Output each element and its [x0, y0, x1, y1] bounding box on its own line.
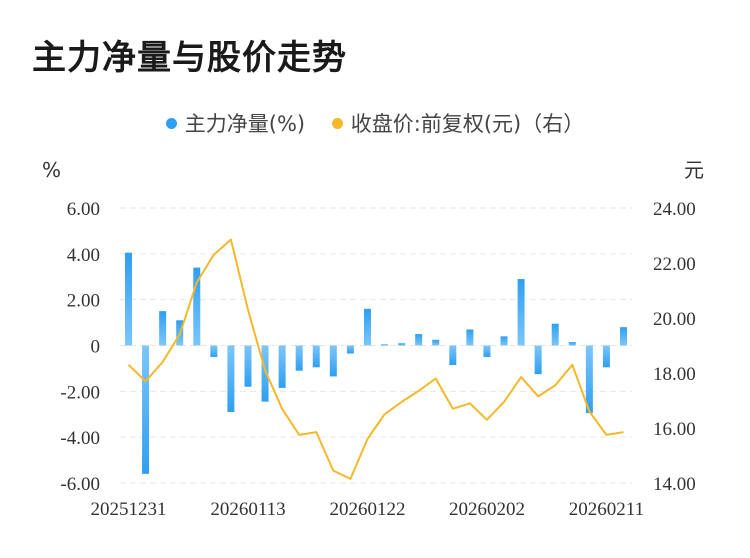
x-axis-ticks: 20251231 20260113 20260122 20260202 20260211	[91, 499, 645, 520]
left-tick-label: 6.00	[67, 199, 100, 220]
right-tick-label: 24.00	[653, 199, 696, 220]
x-tick-label: 20260211	[569, 499, 644, 520]
left-tick-label: 2.00	[67, 291, 100, 312]
bar-series	[125, 252, 627, 474]
bar	[142, 345, 150, 474]
x-tick-label: 20260202	[449, 499, 525, 520]
bar	[432, 339, 440, 346]
bar	[244, 345, 252, 387]
bar	[227, 345, 235, 412]
bar	[466, 329, 474, 346]
bar	[620, 327, 627, 346]
right-tick-label: 18.00	[653, 364, 696, 385]
right-axis-unit: 元	[684, 158, 704, 182]
bar	[398, 343, 406, 346]
x-tick-label: 20251231	[91, 499, 167, 520]
bar	[551, 323, 559, 346]
bar	[210, 345, 218, 357]
x-tick-label: 20260122	[329, 499, 405, 520]
line-series	[127, 238, 624, 480]
bar	[278, 345, 286, 388]
bar	[449, 345, 457, 365]
left-tick-label: -6.00	[60, 474, 100, 495]
chart-title: 主力净量与股价走势	[32, 38, 347, 78]
bar	[568, 342, 576, 346]
bar	[585, 345, 593, 414]
left-axis-ticks: 6.00 4.00 2.00 0 -2.00 -4.00 -6.00	[60, 199, 100, 495]
legend-item-close-price[interactable]: 收盘价:前复权(元)（右）	[331, 108, 585, 138]
bar	[346, 345, 354, 354]
x-tick-label: 20260113	[210, 499, 285, 520]
left-axis-unit: %	[42, 158, 61, 182]
bar	[295, 345, 303, 371]
bar	[329, 345, 337, 377]
left-tick-label: -4.00	[60, 428, 100, 449]
right-axis-ticks: 24.00 22.00 20.00 18.00 16.00 14.00	[653, 199, 696, 495]
legend: 主力净量(%) 收盘价:前复权(元)（右）	[0, 108, 750, 138]
left-tick-label: -2.00	[60, 382, 100, 403]
right-tick-label: 22.00	[653, 254, 696, 275]
bar	[363, 308, 371, 346]
right-tick-label: 16.00	[653, 419, 696, 440]
bar	[381, 344, 389, 346]
bar	[517, 279, 525, 346]
bar	[261, 345, 269, 402]
legend-dot-close-price	[331, 117, 343, 129]
bar	[534, 345, 542, 375]
bar	[483, 345, 491, 357]
legend-label-close-price: 收盘价:前复权(元)（右）	[350, 112, 585, 136]
right-tick-label: 14.00	[653, 474, 696, 495]
bar	[602, 345, 610, 368]
price-line	[127, 238, 624, 480]
legend-item-net-volume[interactable]: 主力净量(%)	[165, 108, 306, 138]
legend-dot-net-volume	[165, 117, 177, 129]
bar	[312, 345, 320, 368]
left-tick-label: 0	[91, 337, 101, 358]
legend-label-net-volume: 主力净量(%)	[184, 112, 306, 136]
right-tick-label: 20.00	[653, 309, 696, 330]
bar	[500, 336, 508, 346]
bar	[159, 311, 167, 346]
left-tick-label: 4.00	[67, 245, 100, 266]
bar	[125, 252, 132, 346]
gridlines	[120, 207, 632, 484]
bar	[415, 334, 423, 346]
bar	[193, 267, 201, 346]
